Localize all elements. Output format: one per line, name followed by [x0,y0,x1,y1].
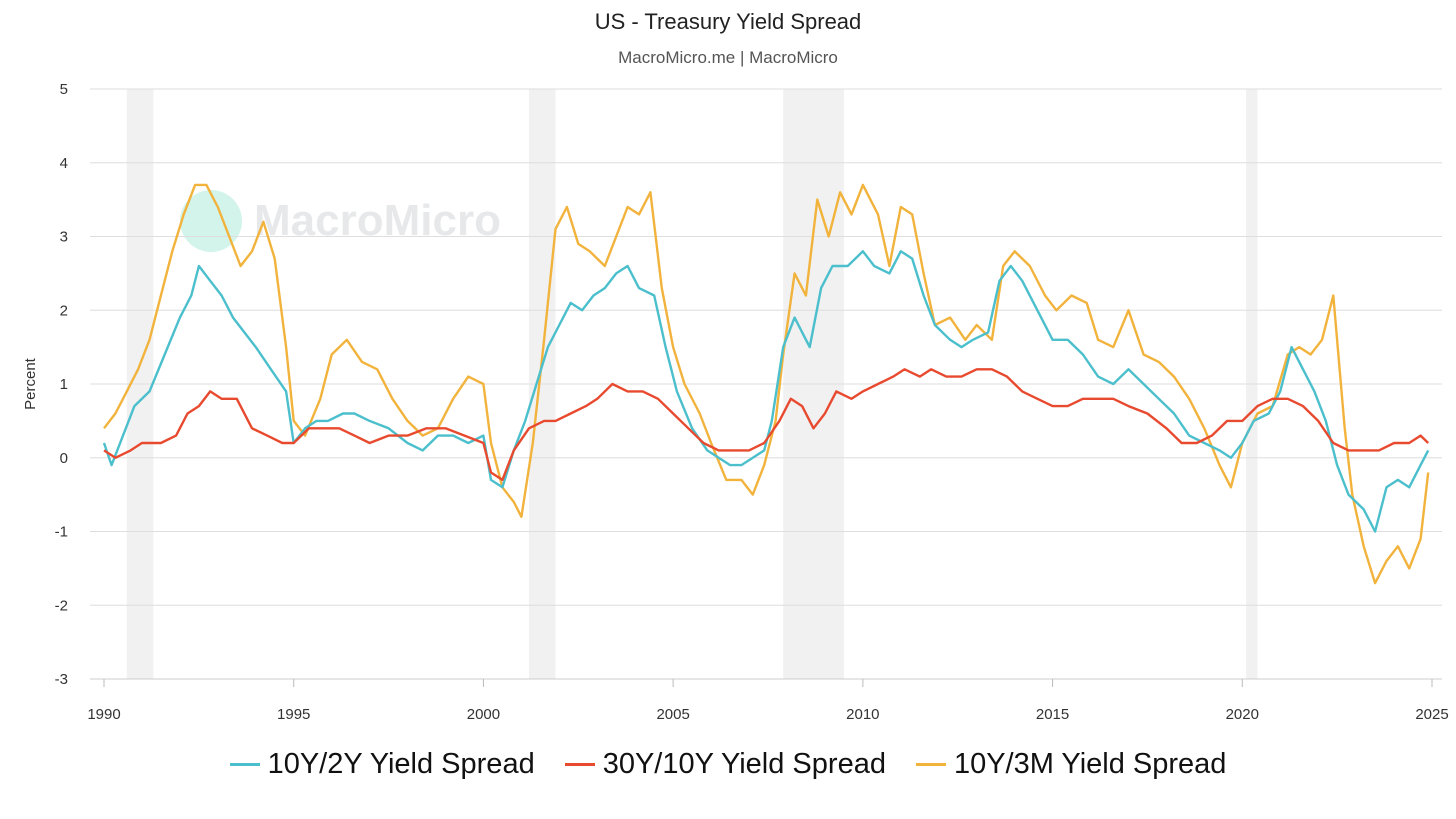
line-chart: 5 4 3 2 1 0 -1 -2 -3 1990 1995 2000 2005 2010 2015 2020… [22,81,1449,723]
legend-label: 30Y/10Y Yield Spread [602,748,886,780]
x-tick-label: 2010 [846,706,879,723]
y-tick-label: 3 [60,229,68,246]
legend-label: 10Y/2Y Yield Spread [267,748,535,780]
y-tick-label: 1 [60,376,68,393]
legend-swatch [564,763,595,766]
x-tick-label: 2025 [1415,706,1448,723]
legend-swatch [915,763,946,766]
legend-swatch [229,763,260,766]
x-tick-label: 1995 [277,706,310,723]
legend-item-0[interactable]: 10Y/2Y Yield Spread [229,748,535,781]
legend-label: 10Y/3M Yield Spread [953,748,1227,780]
legend: 10Y/2Y Yield Spread 30Y/10Y Yield Spread 1… [0,748,1456,781]
y-tick-label: 5 [60,81,68,98]
y-tick-label: 4 [60,155,68,172]
y-tick-label: -3 [55,671,68,688]
series-line-0 [102,250,1430,533]
x-tick-label: 2020 [1226,706,1259,723]
y-tick-label: -2 [55,597,68,614]
legend-item-2[interactable]: 10Y/3M Yield Spread [915,748,1227,781]
x-tick-label: 2015 [1036,706,1069,723]
x-tick-label: 2005 [656,706,689,723]
x-tick-label: 1990 [87,706,120,723]
y-axis-label: Percent [22,357,39,410]
series-line-1 [103,368,1430,482]
chart-title: US - Treasury Yield Spread [594,9,862,34]
y-tick-label: 2 [60,302,68,319]
legend-item-1[interactable]: 30Y/10Y Yield Spread [564,748,886,781]
chart-subtitle: MacroMicro.me | MacroMicro [618,48,838,67]
y-tick-label: -1 [55,524,68,541]
y-tick-label: 0 [60,450,68,467]
x-tick-label: 2000 [467,706,500,723]
